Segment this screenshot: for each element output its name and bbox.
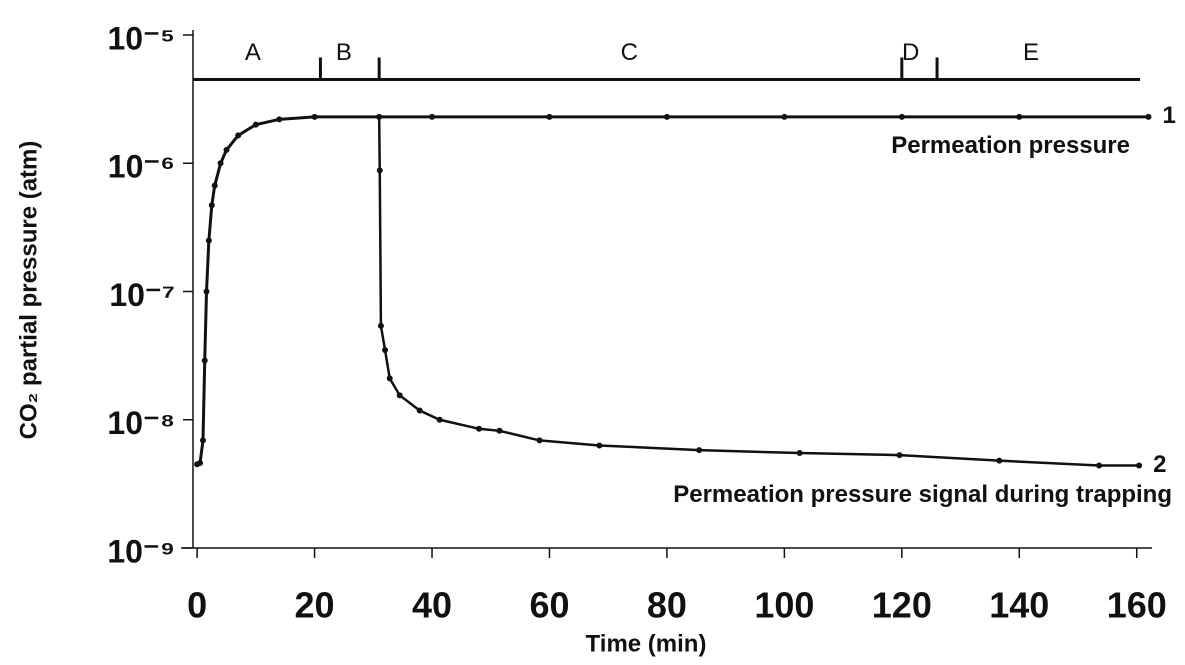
series-label: 2 [1153,451,1166,478]
x-tick-label: 60 [529,585,569,626]
y-tick-label: 10⁻⁷ [109,277,175,313]
data-point [208,202,215,209]
data-point [197,460,204,467]
data-point [211,182,218,189]
data-point [898,113,905,120]
x-tick-label: 160 [1107,585,1167,626]
data-point [596,442,603,449]
series-line [377,116,1140,467]
y-tick-label: 10⁻⁵ [107,20,175,56]
data-point [382,346,389,353]
y-tick-label: 10⁻⁹ [107,533,175,569]
data-point [1096,462,1103,469]
data-point [663,113,670,120]
data-point [203,288,210,295]
phase-label: D [902,39,919,66]
series-label: 1 [1162,102,1175,129]
data-point [311,113,318,120]
data-point [376,113,383,120]
data-point [1136,462,1143,469]
x-tick-label: 20 [295,585,335,626]
data-point [205,237,212,244]
phase-label: B [336,39,352,66]
x-axis-title: Time (min) [586,630,707,657]
data-point [475,425,482,432]
data-point [201,357,208,364]
data-point [252,121,259,128]
data-point [429,113,436,120]
phase-label: A [245,39,261,66]
x-tick-label: 120 [872,585,932,626]
y-tick-label: 10⁻⁶ [108,149,175,185]
phase-label: E [1023,39,1039,66]
data-point [276,116,283,123]
series-line [196,115,1149,466]
data-point [546,113,553,120]
data-point [1016,113,1023,120]
data-point [1145,113,1152,120]
series-description: Permeation pressure signal during trappi… [673,481,1172,508]
x-tick-label: 80 [647,585,687,626]
y-tick-label: 10⁻⁸ [107,405,175,441]
data-point [416,407,423,414]
x-tick-label: 40 [412,585,452,626]
x-tick-label: 0 [187,585,207,626]
data-point [199,437,206,444]
data-point [386,375,393,382]
data-point [496,427,503,434]
y-axis-title: CO₂ partial pressure (atm) [15,141,42,440]
phase-label: C [621,39,638,66]
x-tick-label: 140 [989,585,1049,626]
data-point [217,160,224,167]
series-description: Permeation pressure [891,132,1130,159]
data-point [996,457,1003,464]
data-point [436,416,443,423]
data-point [896,452,903,459]
data-point [223,146,230,153]
data-point [376,167,383,174]
data-point [781,113,788,120]
data-point [396,392,403,399]
data-point [696,447,703,454]
data-point [377,322,384,329]
data-point [235,132,242,139]
data-point [536,437,543,444]
data-point [796,450,803,457]
x-tick-label: 100 [754,585,814,626]
